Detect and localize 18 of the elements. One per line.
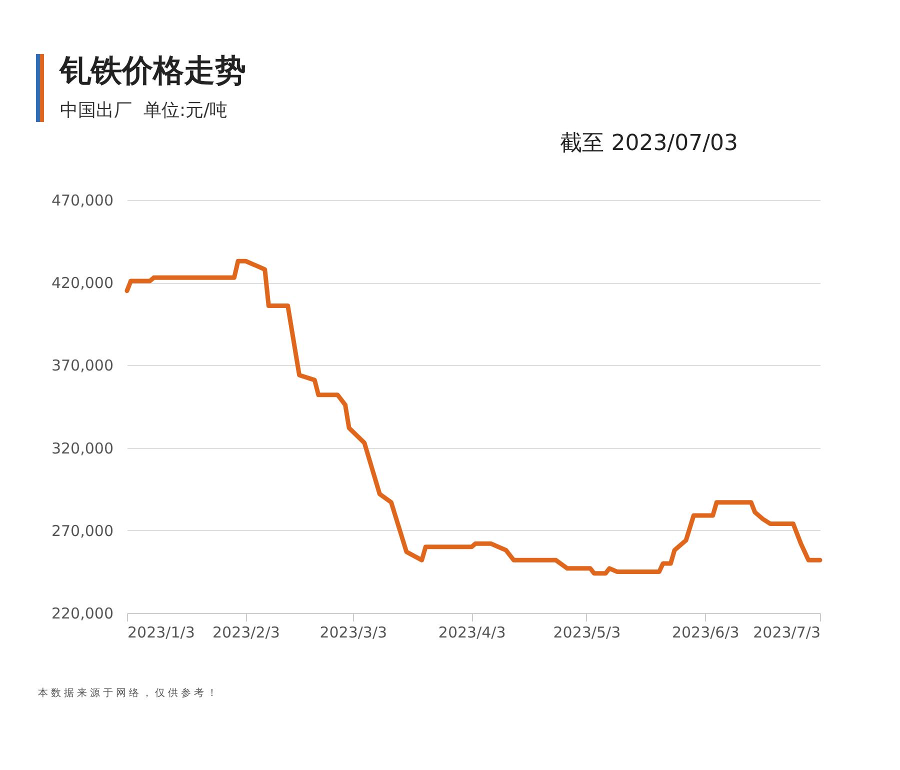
y-tick-label: 220,000	[51, 604, 114, 622]
x-tick-label: 2023/5/3	[553, 624, 621, 642]
y-tick-label: 320,000	[51, 439, 114, 458]
y-tick-label: 270,000	[51, 522, 114, 540]
y-tick-label: 370,000	[51, 356, 114, 375]
x-tick-label: 2023/4/3	[438, 624, 506, 642]
text: 截至 2023/07/03	[560, 130, 738, 158]
x-tick-label: 2023/7/3	[753, 624, 820, 642]
x-tick-label: 2023/1/3	[128, 624, 195, 642]
line-series	[124, 258, 822, 576]
text: 本数据来源于网络，仅供参考！	[38, 686, 220, 700]
x-tick-label: 2023/2/3	[212, 624, 280, 642]
chart-title: 钆铁价格走势	[60, 52, 246, 91]
y-tick-label: 470,000	[51, 192, 114, 210]
chart-subtitle: 中国出厂 单位:元/吨	[60, 99, 228, 122]
x-tick-label: 2023/6/3	[672, 624, 740, 642]
x-tick-label: 2023/3/3	[320, 624, 388, 642]
y-tick-label: 420,000	[51, 274, 114, 292]
